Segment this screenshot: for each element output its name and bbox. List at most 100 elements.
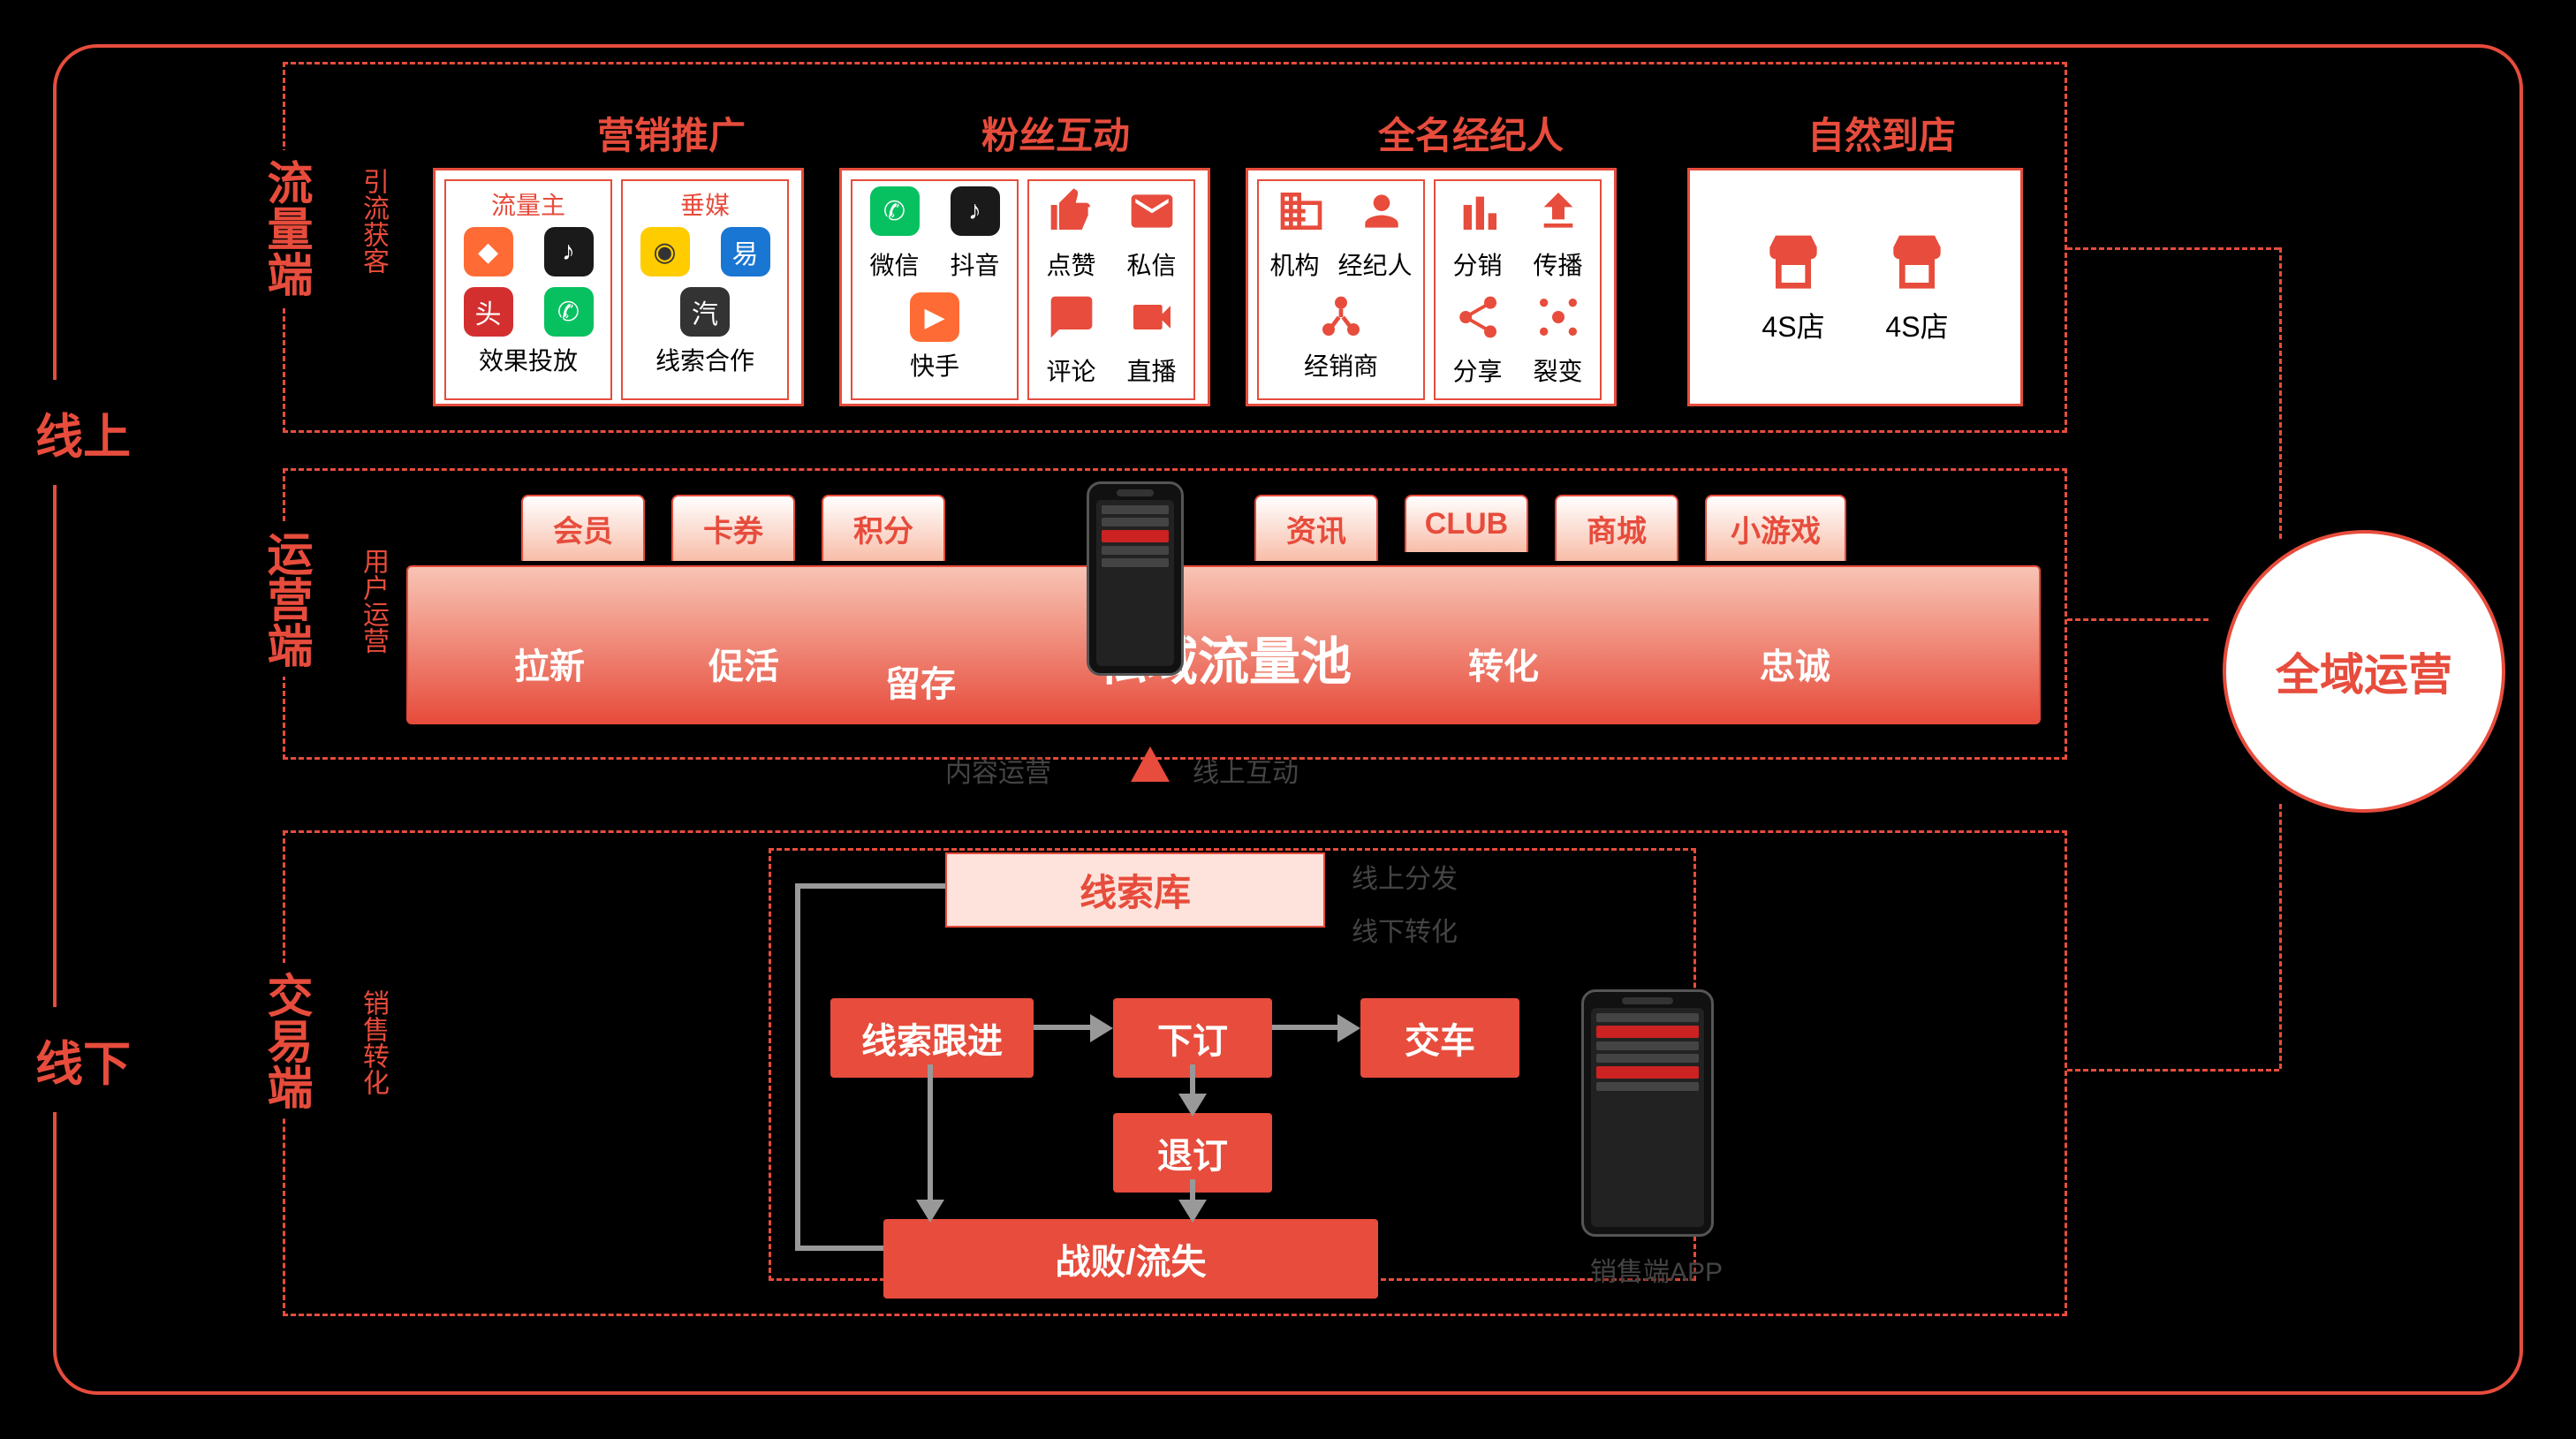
l-org: 机构 — [1269, 246, 1319, 282]
app-icon: ◉ — [640, 227, 690, 276]
wechat-icon: ✆ — [870, 186, 920, 236]
circle-fulldomain: 全域运营 — [2223, 530, 2505, 813]
marketing-left-title: 流量主 — [446, 181, 610, 222]
tab-member: 会员 — [521, 495, 645, 561]
leads-tag1: 线上分发 — [1352, 857, 1458, 896]
fans-left: ✆ ♪ 微信抖音 ▶ 快手 — [851, 179, 1019, 400]
kuaishou-icon: ▶ — [910, 292, 959, 342]
network-icon — [1316, 292, 1366, 342]
arrow-icon — [916, 1200, 944, 1223]
mid-left: 内容运营 — [945, 751, 1051, 790]
marketing-right: 垂媒 ◉ 易 汽 线索合作 — [621, 179, 789, 400]
l-kuaishou: 快手 — [852, 347, 1017, 382]
tab-points: 积分 — [822, 495, 945, 561]
connector — [2067, 618, 2209, 621]
broker-left: 机构经纪人 经销商 — [1257, 179, 1425, 400]
l-dealer: 经销商 — [1259, 347, 1423, 382]
flow-line — [795, 883, 945, 889]
marketing-left: 流量主 ◆ ♪ 头 ✆ 效果投放 — [444, 179, 612, 400]
app-icon: ◆ — [464, 227, 513, 276]
cat-broker-title: 全名经纪人 — [1347, 106, 1595, 160]
cat-marketing-title: 营销推广 — [557, 106, 786, 160]
l-agent: 经纪人 — [1337, 246, 1412, 282]
phone-user — [1087, 481, 1184, 676]
wechat-icon: ✆ — [544, 287, 594, 337]
arrow-icon — [1090, 1014, 1113, 1042]
building-icon — [1277, 186, 1326, 236]
leads-tag2: 线下转化 — [1352, 910, 1458, 949]
broker-right: 分销传播 分享裂变 — [1434, 179, 1602, 400]
live-icon — [1127, 292, 1177, 342]
flow-line — [1272, 1025, 1343, 1030]
store-icon — [1882, 230, 1952, 300]
stage-lost: 战败/流失 — [883, 1219, 1378, 1299]
tab-game: 小游戏 — [1705, 495, 1846, 561]
connector-v — [2279, 247, 2284, 539]
tab-coupon: 卡券 — [671, 495, 795, 561]
pool-new: 拉新 — [514, 638, 585, 689]
up-arrow-icon — [1131, 746, 1170, 782]
flow-line — [795, 1246, 883, 1251]
tab-club: CLUB — [1405, 495, 1528, 552]
leads-title: 线索库 — [945, 852, 1325, 928]
l-4s-1: 4S店 — [1758, 305, 1829, 345]
tab-mall: 商城 — [1555, 495, 1678, 561]
app-icon: 易 — [721, 227, 770, 276]
l-like: 点赞 — [1046, 246, 1095, 282]
douyin-icon: ♪ — [951, 186, 1000, 236]
phone-tag: 销售端APP — [1590, 1250, 1723, 1289]
flow-line — [1034, 1025, 1095, 1030]
l-fission: 裂变 — [1533, 352, 1582, 388]
vtag-trade: 销售转化 — [353, 989, 392, 1095]
marketing-right-bottom: 线索合作 — [623, 342, 787, 377]
l-dm: 私信 — [1126, 246, 1176, 282]
marketing-right-title: 垂媒 — [623, 181, 787, 222]
mail-icon — [1127, 186, 1177, 236]
connector — [2067, 247, 2279, 250]
private-pool: 私域流量池 拉新 促活 留存 转化 忠诚 — [406, 565, 2041, 724]
l-douyin: 抖音 — [950, 246, 999, 282]
flow-line — [795, 883, 800, 1250]
marketing-left-bottom: 效果投放 — [446, 342, 610, 377]
vtag-traffic: 引流获客 — [353, 168, 392, 274]
cat-fans-box: ✆ ♪ 微信抖音 ▶ 快手 点赞私信 评论直播 — [839, 168, 1210, 406]
connector — [2067, 1069, 2279, 1072]
pool-activate: 促活 — [708, 638, 779, 689]
arrow-icon — [1178, 1094, 1207, 1117]
stage-deliver: 交车 — [1360, 998, 1519, 1078]
person-icon — [1357, 186, 1406, 236]
side-label-online: 线上 — [27, 380, 140, 485]
vtag-ops: 用户运营 — [353, 548, 392, 654]
flow-line — [928, 1064, 933, 1206]
pool-convert: 转化 — [1468, 638, 1539, 689]
vlabel-traffic: 流量端 — [247, 150, 324, 306]
pool-retain: 留存 — [885, 655, 956, 707]
tab-news: 资讯 — [1254, 495, 1378, 561]
vlabel-ops: 运营端 — [247, 521, 324, 677]
arrow-icon — [1337, 1014, 1360, 1042]
vlabel-trade: 交易端 — [247, 963, 324, 1118]
chart-icon — [1453, 186, 1503, 236]
circle-text: 全域运营 — [2276, 640, 2452, 703]
fission-icon — [1534, 292, 1583, 342]
cat-fans-title: 粉丝互动 — [941, 106, 1171, 160]
l-4s-2: 4S店 — [1882, 305, 1952, 345]
l-share: 分享 — [1452, 352, 1502, 388]
connector-v2 — [2279, 804, 2284, 1069]
cat-marketing-box: 流量主 ◆ ♪ 头 ✆ 效果投放 垂媒 ◉ 易 汽 线索合作 — [433, 168, 804, 406]
douyin-icon: ♪ — [544, 227, 594, 276]
share-icon — [1453, 292, 1503, 342]
cat-broker-box: 机构经纪人 经销商 分销传播 分享裂变 — [1246, 168, 1617, 406]
cat-natural-box: 4S店 4S店 — [1687, 168, 2023, 406]
like-icon — [1047, 186, 1096, 236]
side-label-offline: 线下 — [27, 1007, 140, 1112]
toutiao-icon: 头 — [464, 287, 513, 337]
mid-right: 线上互动 — [1193, 751, 1299, 790]
cat-natural-title: 自然到店 — [1767, 106, 1996, 160]
l-comment: 评论 — [1046, 352, 1095, 388]
l-spread: 传播 — [1533, 246, 1582, 282]
comment-icon — [1047, 292, 1096, 342]
store-icon — [1758, 230, 1829, 300]
l-wechat: 微信 — [869, 246, 919, 282]
l-dist: 分销 — [1452, 246, 1502, 282]
